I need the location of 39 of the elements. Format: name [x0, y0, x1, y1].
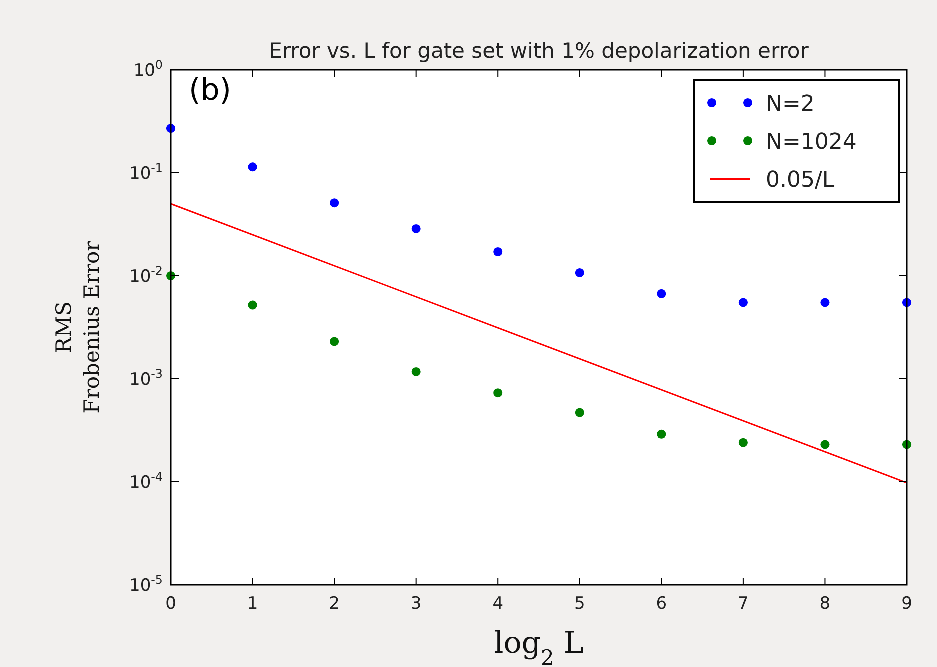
point	[575, 408, 584, 418]
x-tick-label: 0	[166, 594, 176, 614]
point	[412, 367, 421, 376]
x-axis-title: log$_{2}$ L	[494, 626, 584, 667]
chart-title: Error vs. L for gate set with 1% depolarization error	[269, 39, 810, 63]
x-tick-label: 6	[656, 594, 668, 614]
annotation: (b)	[189, 73, 232, 108]
x-tick-label: 8	[820, 594, 831, 614]
point	[412, 224, 421, 234]
point	[330, 198, 340, 208]
x-tick-label: 7	[738, 594, 749, 614]
y-tick-label: 10$^{-3}$	[130, 367, 163, 390]
point	[248, 162, 258, 172]
y-tick-label: 10$^{-1}$	[130, 161, 163, 184]
point	[738, 438, 748, 448]
x-tick-label: 3	[410, 594, 422, 614]
point	[575, 268, 584, 278]
y-tick-label: 10$^{-4}$	[130, 470, 163, 493]
y-tick-label: 10$^{-2}$	[130, 264, 163, 287]
point	[657, 430, 666, 439]
point	[738, 298, 748, 308]
point	[820, 440, 830, 450]
point	[657, 289, 666, 298]
x-tick-label: 5	[574, 594, 586, 614]
x-tick-label: 4	[492, 594, 504, 614]
point	[494, 247, 503, 257]
legend-label: 0.05/L	[766, 168, 836, 193]
y-tick-label: 10$^{0}$	[134, 58, 163, 81]
x-tick-label: 9	[902, 594, 912, 614]
point	[330, 337, 340, 346]
y-tick-label: 10$^{-5}$	[130, 573, 163, 596]
legend-label: N=1024	[766, 130, 857, 155]
y-axis-title: RMS Frobenius Error	[52, 240, 104, 414]
x-tick-label: 2	[329, 594, 340, 614]
point	[820, 298, 830, 308]
x-tick-label: 1	[247, 594, 258, 614]
point	[248, 300, 258, 310]
point	[494, 388, 503, 398]
legend-label: N=2	[766, 92, 815, 117]
